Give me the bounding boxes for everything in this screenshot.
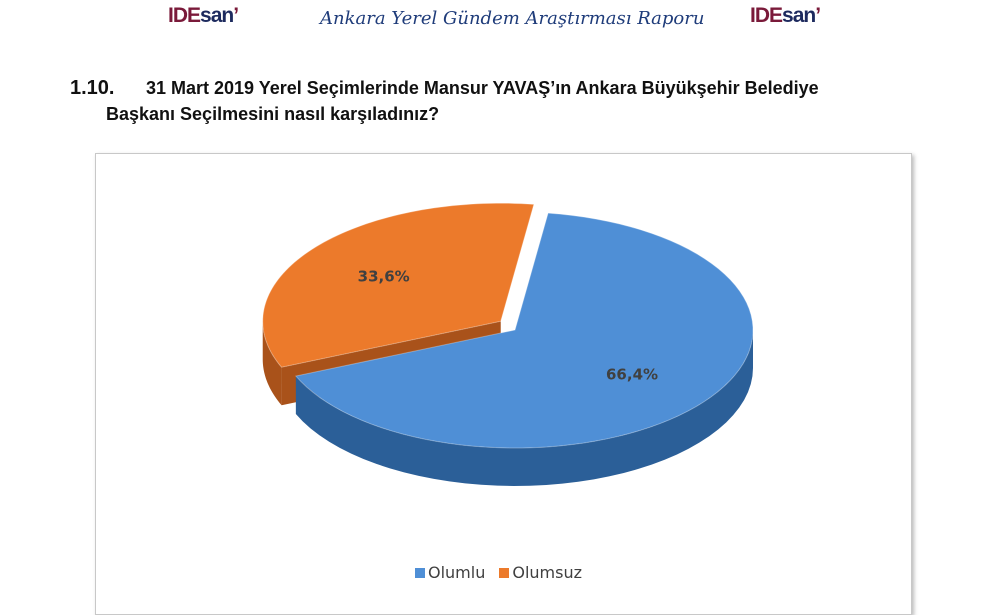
data-label-olumsuz: 33,6% [358, 268, 410, 286]
pie-side-olumsuz [262, 321, 282, 406]
pie-chart: 33,6% 66,4% [262, 202, 754, 486]
pie-slice-olumlu [294, 212, 754, 449]
legend-label-olumsuz: Olumsuz [512, 563, 582, 582]
report-header-title: Ankara Yerel Gündem Araştırması Raporu [320, 8, 705, 29]
pie-slice-olumsuz [262, 202, 535, 368]
legend-swatch-olumlu [415, 568, 425, 578]
question-text-line2: Başkanı Seçilmesini nasıl karşıladınız? [106, 104, 440, 124]
legend-item-olumsuz: Olumsuz [499, 563, 582, 582]
question-text-line1: 31 Mart 2019 Yerel Seçimlerinde Mansur Y… [146, 78, 819, 98]
pie-side-olumlu [295, 330, 753, 486]
legend-item-olumlu: Olumlu [415, 563, 485, 582]
legend-swatch-olumsuz [499, 568, 510, 578]
question-number: 1.10. [70, 77, 115, 99]
legend: Olumlu Olumsuz [415, 563, 582, 582]
data-label-olumlu: 66,4% [606, 366, 658, 384]
idesam-logo-left: IDEsan’ [168, 4, 239, 27]
idesam-logo-right: IDEsan’ [750, 4, 821, 27]
legend-label-olumlu: Olumlu [428, 563, 486, 582]
